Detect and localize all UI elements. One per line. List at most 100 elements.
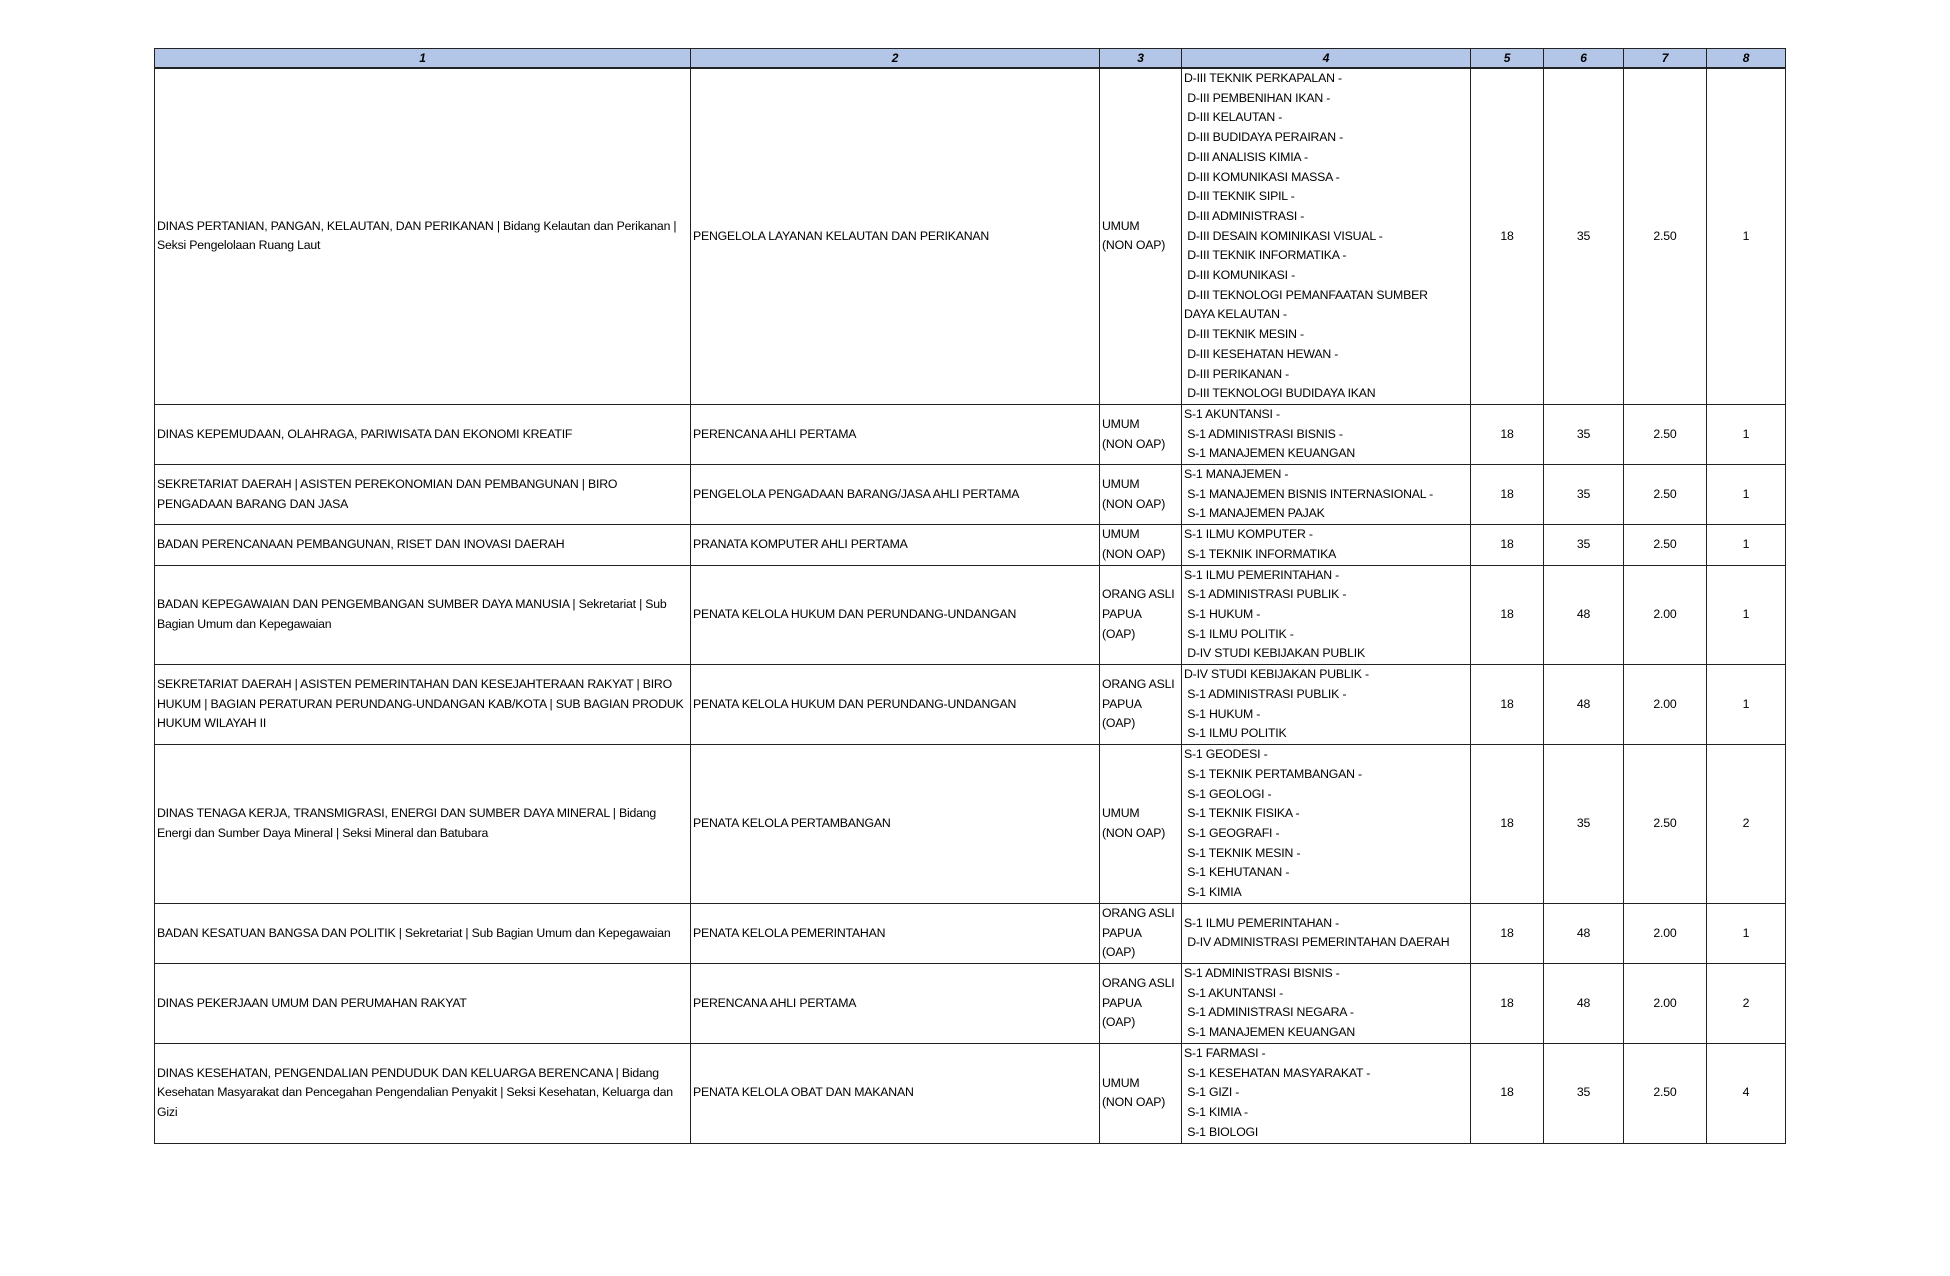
position-cell: PERENCANA AHLI PERTAMA bbox=[690, 963, 1100, 1044]
category-cell-line: PAPUA bbox=[1102, 606, 1142, 621]
qualification-cell: D-IV STUDI KEBIJAKAN PUBLIK - S-1 ADMINI… bbox=[1181, 664, 1471, 745]
min-age-cell: 18 bbox=[1470, 67, 1544, 405]
category-cell-line: (OAP) bbox=[1102, 945, 1136, 960]
min-age-cell: 18 bbox=[1470, 464, 1544, 526]
qualification-cell-line: S-1 TEKNIK INFORMATIKA bbox=[1184, 546, 1337, 561]
category-cell-line: ORANG ASLI bbox=[1102, 905, 1175, 920]
unit-cell: DINAS PERTANIAN, PANGAN, KELAUTAN, DAN P… bbox=[154, 67, 691, 405]
qualification-cell-line: S-1 ILMU POLITIK - bbox=[1184, 626, 1294, 641]
category-cell-line: (OAP) bbox=[1102, 716, 1136, 731]
qualification-cell-line: S-1 MANAJEMEN KEUANGAN bbox=[1184, 446, 1356, 461]
table-row: DINAS KEPEMUDAAN, OLAHRAGA, PARIWISATA D… bbox=[154, 403, 1786, 466]
qualification-cell-line: S-1 FARMASI - bbox=[1184, 1046, 1266, 1061]
position-cell: PENATA KELOLA HUKUM DAN PERUNDANG-UNDANG… bbox=[690, 664, 1100, 745]
qualification-cell: S-1 FARMASI - S-1 KESEHATAN MASYARAKAT -… bbox=[1181, 1042, 1471, 1144]
max-age-cell: 48 bbox=[1543, 564, 1624, 666]
category-cell-line: PAPUA bbox=[1102, 995, 1142, 1010]
category-cell: UMUM (NON OAP) bbox=[1099, 743, 1182, 904]
max-age-cell: 35 bbox=[1543, 743, 1624, 904]
category-cell-line: UMUM bbox=[1102, 218, 1140, 233]
unit-cell: DINAS KEPEMUDAAN, OLAHRAGA, PARIWISATA D… bbox=[154, 403, 691, 466]
position-cell: PRANATA KOMPUTER AHLI PERTAMA bbox=[690, 524, 1100, 566]
column-header-2: 2 bbox=[690, 48, 1100, 69]
qualification-cell: D-III TEKNIK PERKAPALAN - D-III PEMBENIH… bbox=[1181, 67, 1471, 405]
max-age-cell: 48 bbox=[1543, 963, 1624, 1044]
table-row: DINAS TENAGA KERJA, TRANSMIGRASI, ENERGI… bbox=[154, 743, 1786, 904]
category-cell-line: PAPUA bbox=[1102, 925, 1142, 940]
qualification-cell: S-1 ADMINISTRASI BISNIS - S-1 AKUNTANSI … bbox=[1181, 963, 1471, 1044]
max-age-cell: 48 bbox=[1543, 902, 1624, 965]
table-row: BADAN KEPEGAWAIAN DAN PENGEMBANGAN SUMBE… bbox=[154, 564, 1786, 666]
quota-cell: 1 bbox=[1706, 403, 1786, 466]
qualification-cell-line: D-III ADMINISTRASI - bbox=[1184, 208, 1305, 223]
max-age-cell: 35 bbox=[1543, 524, 1624, 566]
position-cell: PENATA KELOLA OBAT DAN MAKANAN bbox=[690, 1042, 1100, 1144]
category-cell-line: (OAP) bbox=[1102, 1015, 1136, 1030]
quota-cell: 4 bbox=[1706, 1042, 1786, 1144]
min-age-cell: 18 bbox=[1470, 403, 1544, 466]
category-cell-line: ORANG ASLI bbox=[1102, 587, 1175, 602]
category-cell: ORANG ASLI PAPUA (OAP) bbox=[1099, 902, 1182, 965]
table-row: SEKRETARIAT DAERAH | ASISTEN PEMERINTAHA… bbox=[154, 664, 1786, 745]
unit-cell: DINAS TENAGA KERJA, TRANSMIGRASI, ENERGI… bbox=[154, 743, 691, 904]
column-header-7: 7 bbox=[1623, 48, 1707, 69]
unit-cell: SEKRETARIAT DAERAH | ASISTEN PEMERINTAHA… bbox=[154, 664, 691, 745]
min-gpa-cell: 2.50 bbox=[1623, 464, 1707, 526]
category-cell-line: (NON OAP) bbox=[1102, 436, 1166, 451]
unit-cell: DINAS KESEHATAN, PENGENDALIAN PENDUDUK D… bbox=[154, 1042, 691, 1144]
qualification-cell-line: S-1 ILMU KOMPUTER - bbox=[1184, 527, 1313, 542]
qualification-cell-line: D-IV ADMINISTRASI PEMERINTAHAN DAERAH bbox=[1184, 935, 1450, 950]
category-cell: ORANG ASLI PAPUA (OAP) bbox=[1099, 963, 1182, 1044]
category-cell-line: ORANG ASLI bbox=[1102, 676, 1175, 691]
qualification-cell-line: S-1 ILMU PEMERINTAHAN - bbox=[1184, 915, 1340, 930]
qualification-cell-line: S-1 KIMIA bbox=[1184, 885, 1242, 900]
min-gpa-cell: 2.00 bbox=[1623, 902, 1707, 965]
qualification-cell-line: S-1 KIMIA - bbox=[1184, 1105, 1248, 1120]
category-cell-line: (NON OAP) bbox=[1102, 1095, 1166, 1110]
min-gpa-cell: 2.00 bbox=[1623, 664, 1707, 745]
position-cell: PENGELOLA PENGADAAN BARANG/JASA AHLI PER… bbox=[690, 464, 1100, 526]
position-cell: PENATA KELOLA PEMERINTAHAN bbox=[690, 902, 1100, 965]
qualification-cell-line: D-III TEKNIK PERKAPALAN - bbox=[1184, 71, 1342, 85]
qualification-cell-line: D-III DESAIN KOMINIKASI VISUAL - bbox=[1184, 228, 1383, 243]
min-age-cell: 18 bbox=[1470, 1042, 1544, 1144]
quota-cell: 2 bbox=[1706, 743, 1786, 904]
qualification-cell-line: D-III KESEHATAN HEWAN - bbox=[1184, 346, 1339, 361]
quota-cell: 1 bbox=[1706, 464, 1786, 526]
qualification-cell-line: S-1 TEKNIK PERTAMBANGAN - bbox=[1184, 766, 1362, 781]
quota-cell: 2 bbox=[1706, 963, 1786, 1044]
position-cell: PENGELOLA LAYANAN KELAUTAN DAN PERIKANAN bbox=[690, 67, 1100, 405]
quota-cell: 1 bbox=[1706, 564, 1786, 666]
qualification-cell-line: DAYA KELAUTAN - bbox=[1184, 307, 1287, 322]
column-header-1: 1 bbox=[154, 48, 691, 69]
qualification-cell-line: S-1 AKUNTANSI - bbox=[1184, 406, 1280, 421]
category-cell-line: UMUM bbox=[1102, 806, 1140, 821]
qualification-cell-line: S-1 ILMU POLITIK bbox=[1184, 726, 1287, 741]
qualification-cell-line: S-1 ADMINISTRASI PUBLIK - bbox=[1184, 686, 1347, 701]
qualification-cell-line: D-III TEKNIK INFORMATIKA - bbox=[1184, 248, 1347, 263]
category-cell-line: ORANG ASLI bbox=[1102, 975, 1175, 990]
qualification-cell-line: S-1 ADMINISTRASI PUBLIK - bbox=[1184, 587, 1347, 602]
quota-cell: 1 bbox=[1706, 524, 1786, 566]
qualification-cell-line: D-III TEKNIK MESIN - bbox=[1184, 327, 1304, 342]
category-cell: UMUM (NON OAP) bbox=[1099, 524, 1182, 566]
category-cell: UMUM (NON OAP) bbox=[1099, 67, 1182, 405]
qualification-cell-line: D-III TEKNIK SIPIL - bbox=[1184, 189, 1295, 204]
column-header-3: 3 bbox=[1099, 48, 1182, 69]
min-age-cell: 18 bbox=[1470, 902, 1544, 965]
column-header-5: 5 bbox=[1470, 48, 1544, 69]
qualification-cell-line: D-III ANALISIS KIMIA - bbox=[1184, 149, 1308, 164]
qualification-cell-line: S-1 ILMU PEMERINTAHAN - bbox=[1184, 567, 1340, 582]
category-cell-line: UMUM bbox=[1102, 416, 1140, 431]
qualification-cell-line: D-IV STUDI KEBIJAKAN PUBLIK - bbox=[1184, 667, 1369, 682]
qualification-cell-line: S-1 AKUNTANSI - bbox=[1184, 985, 1284, 1000]
min-gpa-cell: 2.50 bbox=[1623, 1042, 1707, 1144]
qualification-cell: S-1 ILMU KOMPUTER - S-1 TEKNIK INFORMATI… bbox=[1181, 524, 1471, 566]
qualification-cell-line: S-1 ADMINISTRASI BISNIS - bbox=[1184, 966, 1340, 981]
category-cell-line: (OAP) bbox=[1102, 626, 1136, 641]
table-row: DINAS PEKERJAAN UMUM DAN PERUMAHAN RAKYA… bbox=[154, 963, 1786, 1044]
qualification-cell-line: S-1 MANAJEMEN BISNIS INTERNASIONAL - bbox=[1184, 486, 1434, 501]
position-cell: PERENCANA AHLI PERTAMA bbox=[690, 403, 1100, 466]
